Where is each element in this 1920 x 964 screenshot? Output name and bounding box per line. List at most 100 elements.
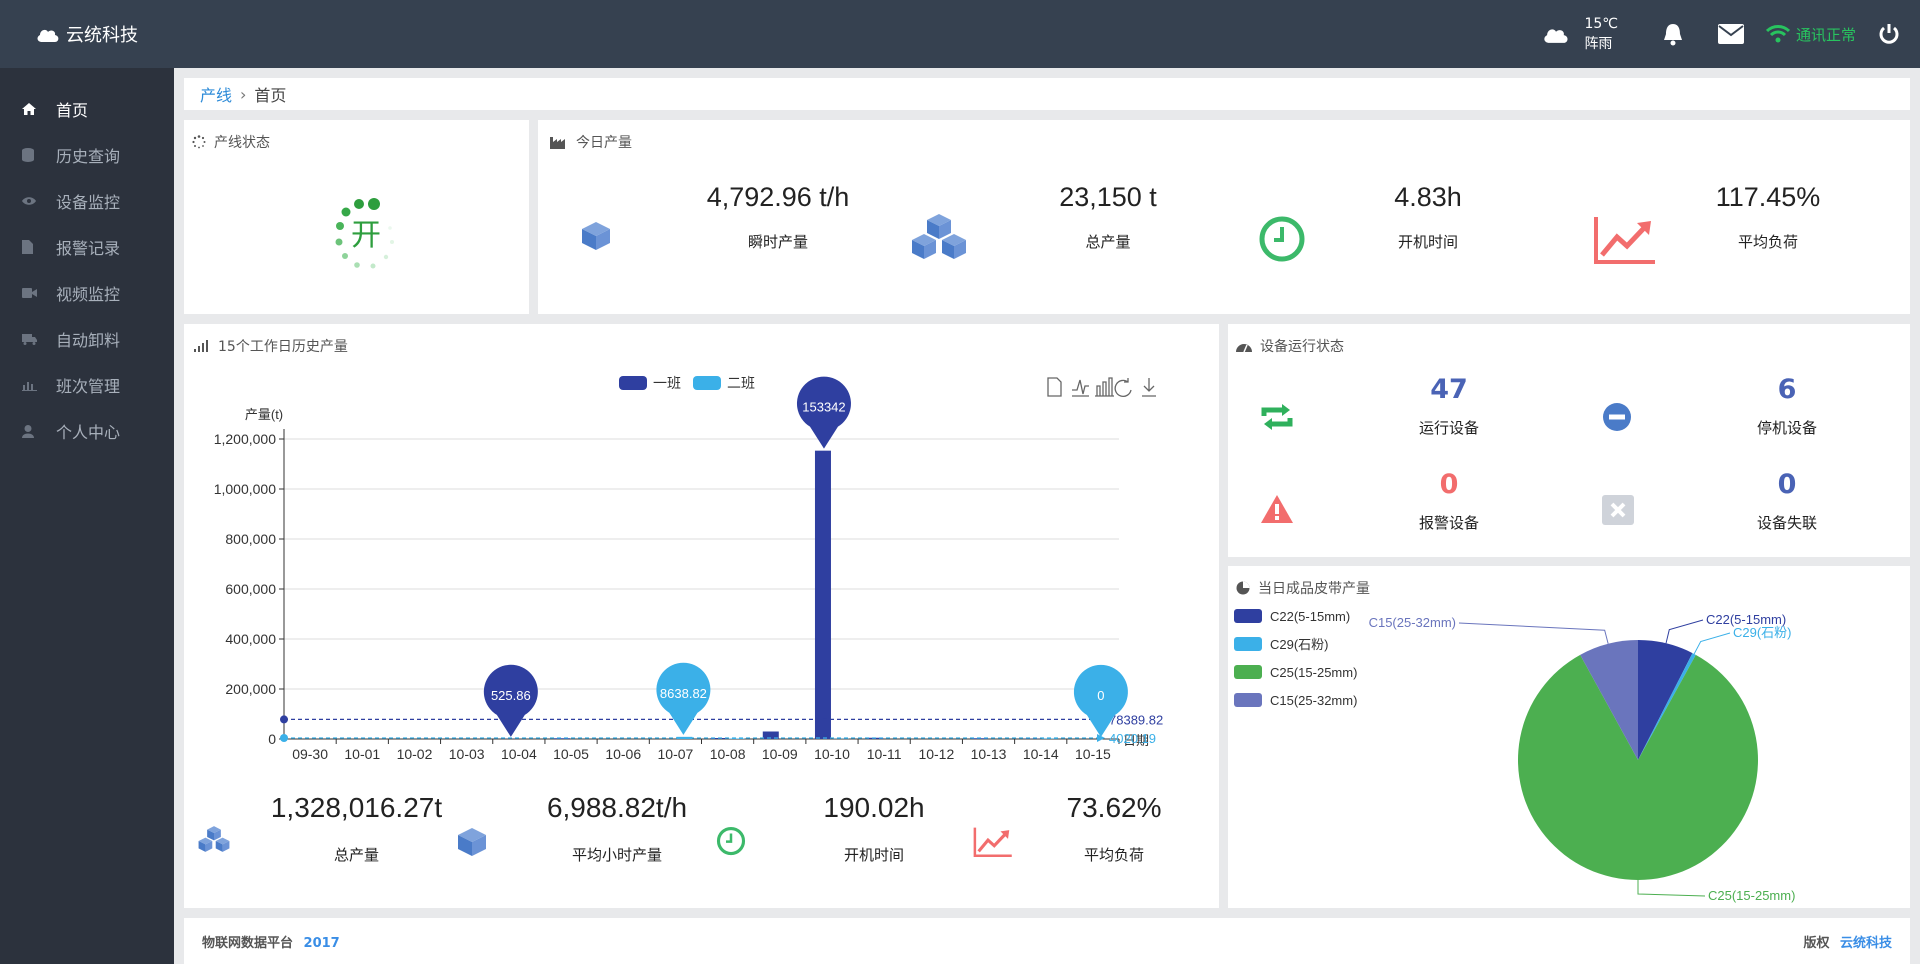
panel-title: 今日产量 (550, 132, 632, 152)
stat-value: 6 (1777, 374, 1797, 405)
pin-marker: 8638.82 (656, 662, 711, 735)
belt-pie-chart: C22(5-15mm)C29(石粉)C25(15-25mm)C15(25-32m… (1234, 609, 1795, 903)
sidebar-item-shifts[interactable]: 班次管理 (0, 362, 174, 408)
stat-alarm-devices: 0 报警设备 (1374, 469, 1524, 533)
clock-icon (716, 826, 746, 856)
pie-leader-line (1458, 622, 1609, 644)
x-tick-label: 10-12 (918, 746, 954, 762)
sidebar-item-history[interactable]: 历史查询 (0, 132, 174, 178)
sidebar-item-video[interactable]: 视频监控 (0, 270, 174, 316)
comm-status: 通讯正常 (1765, 24, 1856, 45)
footer: 物联网数据平台 2017 版权 云统科技 (184, 918, 1910, 964)
sidebar-item-unload[interactable]: 自动卸料 (0, 316, 174, 362)
pin-marker: 0 (1073, 664, 1128, 737)
stat-value: 0 (1777, 469, 1797, 500)
line-switch-icon (1072, 379, 1089, 397)
kpi-label: 总产量 (1085, 233, 1131, 251)
panel-title: 产线状态 (192, 132, 270, 152)
brand-name: 云统科技 (66, 25, 138, 46)
panel-title-text: 今日产量 (576, 135, 632, 151)
platform-year: 2017 (303, 935, 340, 951)
summary-avg-hourly: 6,988.82t/h 平均小时产量 (502, 792, 732, 865)
pin-label: 0 (1097, 688, 1104, 703)
factory-icon (550, 137, 565, 149)
cloud-icon (1544, 29, 1568, 43)
today-production-panel: 今日产量 4,792.96 t/h 瞬时产量 23,150 t 总产量 4.83… (538, 120, 1910, 314)
x-tick-label: 10-01 (344, 746, 380, 762)
pin-shape (483, 664, 538, 737)
panel-title-text: 设备运行状态 (1260, 339, 1344, 355)
data-view-icon-shape (1047, 377, 1062, 397)
summary-value: 190.02h (823, 792, 925, 823)
kpi-value: 4.83h (1394, 182, 1462, 212)
running-indicator: 开 (335, 198, 394, 269)
legend-swatch (1234, 665, 1262, 679)
stat-label: 停机设备 (1756, 419, 1817, 437)
legend-swatch (1234, 693, 1262, 707)
x-tick-label: 10-05 (553, 746, 589, 762)
legend-label: 一班 (653, 375, 681, 391)
user-icon (22, 424, 56, 438)
kpi-value: 117.45% (1715, 182, 1821, 212)
refresh-icon (1261, 404, 1293, 430)
summary-label: 平均小时产量 (571, 846, 662, 864)
download-icon-shape (1142, 378, 1156, 397)
data-view-icon (1047, 377, 1062, 397)
cubes-icon (198, 826, 230, 852)
bar-shift1 (971, 738, 988, 739)
sidebar-item-home[interactable]: 首页 (0, 86, 174, 132)
kpi-label: 开机时间 (1397, 233, 1458, 251)
summary-total-output: 1,328,016.27t 总产量 (244, 792, 469, 865)
pie-leader-line (1693, 632, 1731, 655)
sidebar-item-label: 设备监控 (56, 193, 121, 212)
restore-icon (1114, 378, 1132, 398)
sidebar-item-device-monitor[interactable]: 设备监控 (0, 178, 174, 224)
company-link[interactable]: 云统科技 (1839, 935, 1892, 951)
pin-shape (656, 662, 711, 735)
mean-line-label: 78389.82 (1109, 712, 1163, 727)
kpi-label: 瞬时产量 (747, 233, 808, 251)
y-tick-label: 400,000 (225, 631, 276, 647)
pin-marker: 153342 (796, 376, 851, 449)
pie-slice (1580, 640, 1638, 760)
file-icon (22, 240, 56, 254)
breadcrumb-root[interactable]: 产线 (200, 86, 233, 105)
footer-right: 版权 云统科技 (1803, 932, 1892, 951)
y-tick-label: 0 (268, 731, 276, 747)
y-tick-label: 200,000 (225, 681, 276, 697)
sidebar-item-label: 首页 (56, 101, 89, 120)
pie-slice (1518, 654, 1758, 880)
kpi-value: 23,150 t (1059, 182, 1157, 212)
sidebar: 云统科技 首页 历史查询 设备监控 报警记录 视频监控 自动卸料 班次管理 (0, 0, 174, 964)
download-icon (1142, 378, 1156, 397)
x-axis-label: 日期 (1123, 733, 1149, 748)
pie-slice-label: C29(石粉) (1733, 625, 1792, 640)
dashboard-icon (1236, 344, 1252, 352)
legend-swatch (1234, 609, 1262, 623)
pin-marker: 525.86 (483, 664, 538, 737)
breadcrumb-current: 首页 (254, 86, 287, 105)
power-icon[interactable] (1878, 23, 1900, 45)
cloud-icon (37, 29, 59, 42)
panel-title-text: 当日成品皮带产量 (1258, 581, 1370, 597)
sidebar-item-profile[interactable]: 个人中心 (0, 408, 174, 454)
kpi-label: 平均负荷 (1737, 233, 1798, 251)
pie-chart-icon (1236, 581, 1250, 595)
bar-switch-icon-shape (1095, 377, 1114, 397)
truck-icon (22, 333, 56, 345)
brand[interactable]: 云统科技 (0, 0, 174, 68)
pin-shape (1073, 664, 1128, 737)
temperature: 15℃ (1584, 16, 1618, 32)
y-tick-label: 800,000 (225, 531, 276, 547)
mean-line-start (280, 715, 288, 724)
cube-icon (458, 828, 486, 856)
sidebar-item-alarms[interactable]: 报警记录 (0, 224, 174, 270)
spinner-icon (192, 135, 206, 149)
panel-title: 设备运行状态 (1236, 336, 1344, 356)
legend-swatch (693, 376, 721, 390)
mean-line-arrow (1097, 733, 1105, 742)
x-tick-label: 09-30 (292, 746, 328, 762)
stat-value: 47 (1430, 374, 1468, 405)
mail-icon[interactable] (1717, 24, 1744, 44)
bell-icon[interactable] (1662, 22, 1684, 46)
